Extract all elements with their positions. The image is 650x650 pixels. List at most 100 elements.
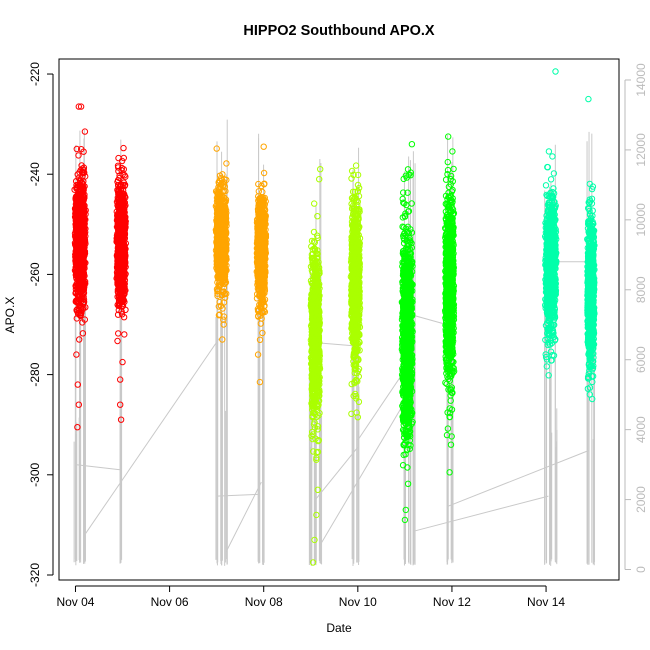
data-point [118, 207, 125, 214]
data-point [79, 330, 87, 337]
data-point [115, 293, 123, 300]
data-point [116, 283, 123, 291]
data-point [79, 237, 86, 245]
data-point [77, 187, 84, 194]
data-point [78, 162, 85, 169]
data-points [71, 68, 598, 566]
altitude-transect [315, 446, 359, 500]
altitude-transect [447, 450, 589, 508]
data-point [80, 245, 87, 252]
data-point [73, 145, 81, 153]
altitude-transect [414, 495, 549, 532]
data-point [79, 218, 86, 225]
data-point [119, 243, 127, 250]
series-flight-2a [212, 145, 230, 343]
data-point [72, 253, 79, 261]
data-point [115, 279, 123, 287]
x-axis-label: Date [326, 621, 352, 635]
data-point [72, 297, 80, 304]
data-point [120, 259, 127, 266]
data-point [75, 103, 83, 110]
data-point [116, 286, 123, 294]
altitude-transect [319, 401, 406, 546]
data-point [82, 304, 89, 311]
data-point [75, 401, 83, 408]
series-flight-1b [113, 144, 130, 423]
data-point [118, 211, 125, 218]
data-point [114, 311, 122, 318]
altitude-transect [409, 313, 448, 326]
data-point [119, 298, 127, 305]
data-point [74, 200, 81, 208]
data-point [73, 227, 80, 235]
data-point [119, 275, 126, 282]
data-point [118, 260, 126, 267]
data-point [223, 160, 230, 167]
data-point [77, 287, 85, 295]
data-point [114, 194, 122, 201]
data-point [115, 233, 123, 241]
data-point [113, 264, 121, 271]
data-point [72, 290, 79, 297]
data-point [73, 351, 80, 358]
data-point [75, 152, 82, 159]
data-point [73, 315, 81, 322]
data-point [116, 223, 123, 231]
data-point [115, 168, 122, 175]
data-point [76, 209, 84, 217]
chart-title: HIPPO2 Southbound APO.X [243, 23, 435, 39]
data-point [118, 311, 126, 318]
data-point [116, 174, 123, 182]
data-point [78, 309, 85, 316]
data-point [73, 221, 81, 228]
data-point [120, 290, 127, 297]
data-point [76, 336, 83, 343]
data-point [78, 271, 85, 279]
data-point [117, 203, 124, 210]
data-point [121, 331, 128, 338]
data-point [115, 187, 122, 195]
data-point [213, 145, 220, 152]
data-point [114, 337, 121, 345]
series-flight-1a [71, 103, 89, 431]
data-point [119, 171, 126, 178]
data-point [116, 242, 123, 250]
data-point [120, 199, 128, 206]
altitude-trace [73, 119, 596, 566]
data-point [80, 296, 88, 303]
data-point [74, 381, 82, 388]
data-point [121, 235, 129, 242]
data-point [114, 260, 121, 268]
data-point [80, 256, 87, 264]
altitude-transect [75, 464, 122, 471]
data-point [215, 312, 223, 319]
data-point [72, 193, 80, 200]
data-point [79, 285, 86, 293]
data-point [118, 182, 125, 189]
altitude-transect [225, 481, 262, 553]
data-point [81, 128, 89, 135]
altitude-transect [357, 366, 408, 441]
data-point [119, 358, 126, 366]
data-point [120, 292, 127, 299]
data-point [117, 416, 125, 423]
data-point [73, 257, 80, 264]
data-point [115, 202, 123, 209]
data-point [80, 148, 87, 155]
data-point [74, 241, 82, 248]
data-point [79, 252, 87, 259]
altitude-transect [216, 493, 260, 497]
data-point [120, 144, 127, 152]
data-point [74, 424, 81, 431]
data-point [80, 187, 87, 195]
data-point [117, 221, 124, 228]
data-point [115, 330, 122, 337]
data-point [76, 264, 83, 271]
series-flight-3b [347, 162, 364, 421]
data-point [116, 296, 123, 304]
data-point [81, 316, 89, 323]
data-point [77, 167, 84, 174]
data-point [118, 192, 125, 200]
data-point [121, 217, 129, 225]
